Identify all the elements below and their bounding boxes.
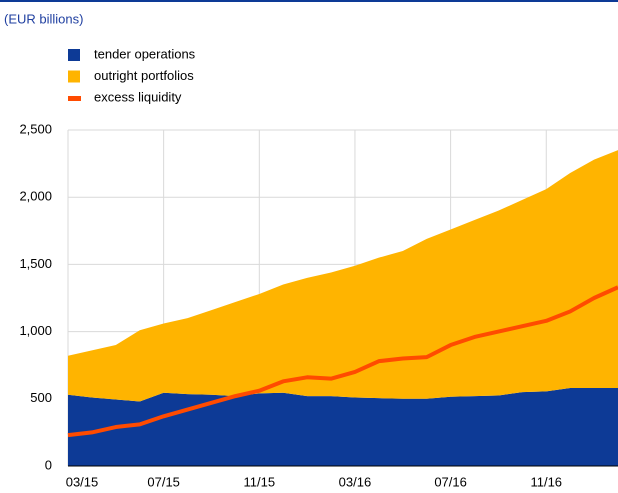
- y-tick-label: 2,000: [19, 189, 52, 204]
- chart-subtitle: (EUR billions): [4, 11, 83, 26]
- x-tick-label: 03/16: [339, 474, 372, 489]
- legend-swatch: [68, 96, 81, 101]
- legend-swatch: [68, 70, 80, 83]
- legend-label: outright portfolios: [94, 68, 194, 83]
- y-tick-label: 500: [30, 390, 52, 405]
- y-tick-label: 1,000: [19, 323, 52, 338]
- legend-swatch: [68, 49, 80, 61]
- x-tick-label: 11/16: [530, 474, 562, 489]
- legend-label: excess liquidity: [94, 89, 182, 104]
- y-tick-label: 1,500: [19, 256, 52, 271]
- x-tick-label: 07/15: [147, 474, 180, 489]
- legend-label: tender operations: [94, 46, 196, 61]
- area: [68, 150, 618, 402]
- area: [68, 388, 618, 466]
- y-tick-label: 2,500: [19, 121, 52, 136]
- y-tick-label: 0: [45, 457, 52, 472]
- x-tick-label: 11/15: [244, 474, 276, 489]
- x-tick-label: 07/16: [434, 474, 467, 489]
- x-tick-label: 03/15: [66, 474, 99, 489]
- line: [67, 285, 618, 438]
- top-rule: [0, 0, 618, 2]
